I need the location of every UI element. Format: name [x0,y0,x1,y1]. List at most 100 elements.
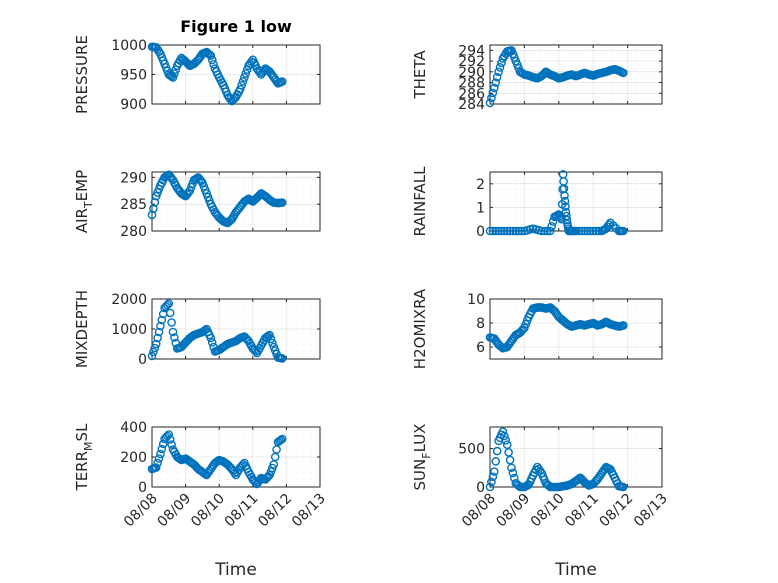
data-point [154,454,164,463]
data-point [507,463,516,473]
y-tick-label: 1000 [111,322,147,338]
series-theta [485,46,628,108]
data-point [586,226,595,236]
x-tick-label: 08/11 [222,491,262,531]
y-axis-label: RAINFALL [411,166,429,237]
data-point [491,78,501,87]
data-point [238,77,248,86]
data-point [491,457,501,466]
data-point [167,173,176,183]
data-point [154,327,164,337]
data-point [495,63,505,72]
y-tick-label: 500 [458,442,485,458]
x-tick-label: 08/13 [631,491,671,531]
y-axis-label: THETA [411,50,429,100]
x-tick-label: 08/12 [597,491,637,531]
data-point [168,327,178,337]
data-point [167,440,176,449]
series-sun_flux [485,427,628,492]
data-point [167,318,176,327]
data-point [206,51,216,60]
data-point [562,215,572,225]
data-point [485,226,495,236]
data-point [560,191,569,200]
axes-box [489,426,663,488]
data-point [276,435,286,445]
data-point [240,73,249,82]
y-tick-label: 6 [476,340,485,356]
data-point [562,211,571,221]
axes-box [151,171,321,232]
series-mixdepth [147,299,287,363]
y-tick-label: 0 [476,224,485,240]
y-tick-label: 10 [467,292,485,308]
data-point [500,226,509,236]
series-rainfall [485,170,628,236]
data-point [487,477,496,487]
y-tick-label: 290 [120,170,147,186]
data-point [165,435,175,444]
y-tick-label: 1 [476,200,485,216]
y-tick-label: 200 [120,450,147,466]
data-point [560,196,570,206]
data-point [494,226,503,236]
data-point [207,55,217,65]
y-tick-label: 290 [458,65,485,81]
y-tick-label: 1000 [111,38,147,54]
y-tick-label: 285 [120,197,147,213]
axes-box [489,171,663,232]
data-point [488,226,498,236]
x-tick-label: 08/10 [188,491,228,531]
data-point [502,226,512,236]
data-point [577,226,587,236]
data-point [150,343,160,353]
y-tick-label: 0 [476,480,485,496]
data-point [489,83,499,93]
y-axis-label: PRESSURE [73,35,91,114]
y-tick-label: 2 [476,177,485,193]
x-tick-label: 08/12 [255,491,295,531]
data-point [497,226,506,236]
data-point [228,95,238,104]
data-point [277,434,287,444]
data-point [505,455,515,465]
data-point [156,321,165,331]
data-point [277,198,287,207]
data-point [511,226,521,236]
data-point [619,226,628,236]
x-tick-label: 08/10 [528,491,568,531]
data-point [151,339,161,349]
data-point [514,226,523,236]
data-point [237,81,246,90]
data-point [561,202,570,211]
data-point [547,221,556,231]
subplot-mixdepth: 2000 1000 0 MIXDEPTH [73,290,321,368]
data-point [571,226,581,236]
data-point [517,226,526,236]
x-tick-label: 08/08 [121,491,161,531]
data-point [537,226,546,236]
data-point [209,59,218,69]
data-point [277,354,287,363]
data-point [504,448,513,457]
y-axis-label: AIRTEMP [73,170,95,233]
y-tick-label: 280 [120,224,147,240]
data-point [588,226,598,236]
y-tick-label: 294 [458,43,485,59]
data-point [266,334,276,344]
y-tick-label: 900 [120,97,147,113]
data-point [235,84,245,94]
data-point [277,77,287,86]
data-point [151,463,161,472]
data-point [241,69,251,78]
y-tick-label: 2000 [111,292,147,308]
data-point [207,338,217,347]
y-tick-label: 292 [458,54,485,70]
data-point [574,226,584,236]
data-point [265,330,274,340]
x-tick-label: 08/08 [459,491,499,531]
data-point [508,226,518,236]
y-tick-label: 288 [458,76,485,92]
